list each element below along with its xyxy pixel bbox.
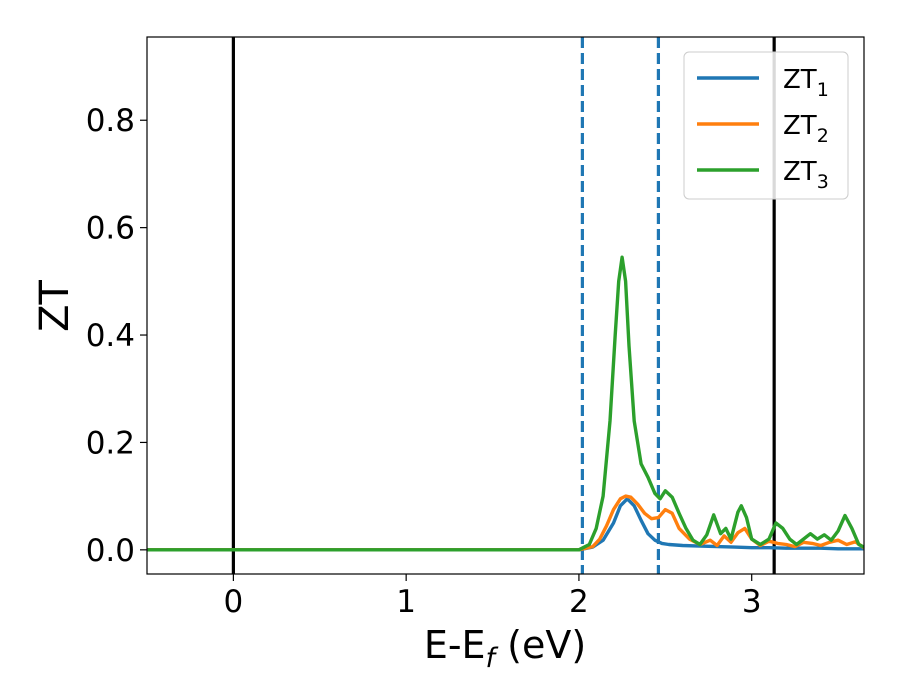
legend-label-sub: 1 xyxy=(817,79,829,101)
y-tick-label-3: 0.6 xyxy=(86,211,135,247)
series-line-zt3 xyxy=(147,255,864,552)
legend-box xyxy=(683,51,849,200)
legend-label-zt1: ZT1 xyxy=(783,65,829,101)
series-lines xyxy=(147,255,864,552)
legend-label-sub: 2 xyxy=(817,125,829,147)
y-tick-label-2: 0.4 xyxy=(86,318,135,354)
x-axis-label-main: E-E xyxy=(424,623,486,667)
y-tick-label-0: 0.0 xyxy=(86,533,135,569)
y-axis-label: ZT xyxy=(32,280,78,332)
series-line-zt2 xyxy=(147,494,864,552)
legend-label-zt2: ZT2 xyxy=(783,111,829,147)
legend-label-zt3: ZT3 xyxy=(783,157,829,193)
y-tick-label-1: 0.2 xyxy=(86,425,135,461)
x-tick-label-0: 0 xyxy=(224,584,244,620)
x-tick-label-2: 2 xyxy=(569,584,589,620)
y-axis-ticks: 0.0 0.2 0.4 0.6 0.8 xyxy=(86,103,147,569)
legend-label-main: ZT xyxy=(783,111,817,141)
x-axis-ticks: 0 1 2 3 xyxy=(224,574,762,620)
x-tick-label-1: 1 xyxy=(396,584,416,620)
x-tick-label-3: 3 xyxy=(742,584,762,620)
legend-label-main: ZT xyxy=(783,65,817,95)
x-axis-label: E-Ef (eV) xyxy=(424,623,586,674)
x-axis-label-suffix: (eV) xyxy=(495,623,586,667)
legend-label-sub: 3 xyxy=(817,171,829,193)
plot-frame xyxy=(146,36,865,575)
series-line-zt1 xyxy=(147,497,864,552)
y-tick-label-4: 0.8 xyxy=(86,103,135,139)
legend-label-main: ZT xyxy=(783,157,817,187)
